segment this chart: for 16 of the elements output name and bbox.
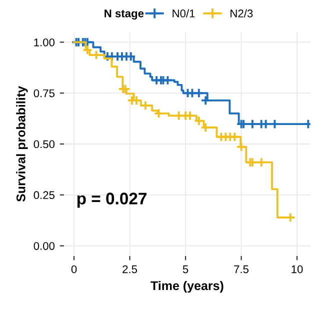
annotation: p = 0.027 [77, 192, 146, 208]
x-tick-label: 0 [71, 265, 77, 274]
x-tick-label: 5 [182, 265, 188, 274]
y-tick-label: 0.50 [34, 140, 55, 148]
y-tick-label: 0.25 [34, 191, 55, 200]
legend-label: N0/1 [172, 9, 195, 18]
y-tick-label: 0.00 [34, 242, 55, 250]
y-axis-title: Survival probability [16, 86, 28, 202]
legend-label: N2/3 [230, 9, 253, 18]
x-tick-label: 7.5 [234, 265, 249, 274]
y-tick-label: 1.00 [34, 38, 55, 46]
x-axis-title: Time (years) [150, 280, 224, 293]
x-tick-label: 10 [292, 265, 303, 274]
legend-title: N stage [104, 10, 144, 20]
y-tick-label: 0.75 [34, 89, 55, 98]
x-tick-label: 2.5 [122, 265, 138, 274]
